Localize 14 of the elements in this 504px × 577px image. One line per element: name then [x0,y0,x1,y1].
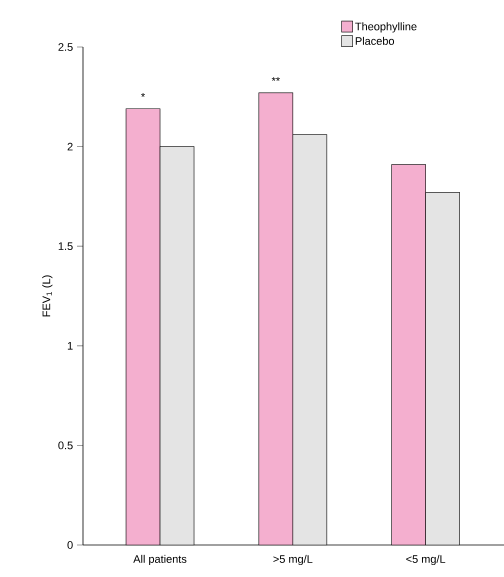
legend-label: Theophylline [355,22,417,33]
x-tick-label: <5 mg/L [406,554,446,566]
y-tick-label: 2 [68,142,73,150]
x-tick-label: >5 mg/L [273,554,312,566]
y-tick-label: 1 [68,342,73,350]
y-tick-label: 0 [67,541,73,549]
y-tick-label: 1.5 [58,242,73,250]
y-tick-label: 0.5 [58,442,73,450]
legend-label: Placebo [356,36,394,45]
annotation: * [141,93,145,97]
y-tick-label: 2.5 [58,43,73,51]
annotation: ** [272,77,280,81]
x-tick-label: All patients [133,554,186,566]
y-axis-title: FEV$_{1}$ (L) [42,275,52,316]
